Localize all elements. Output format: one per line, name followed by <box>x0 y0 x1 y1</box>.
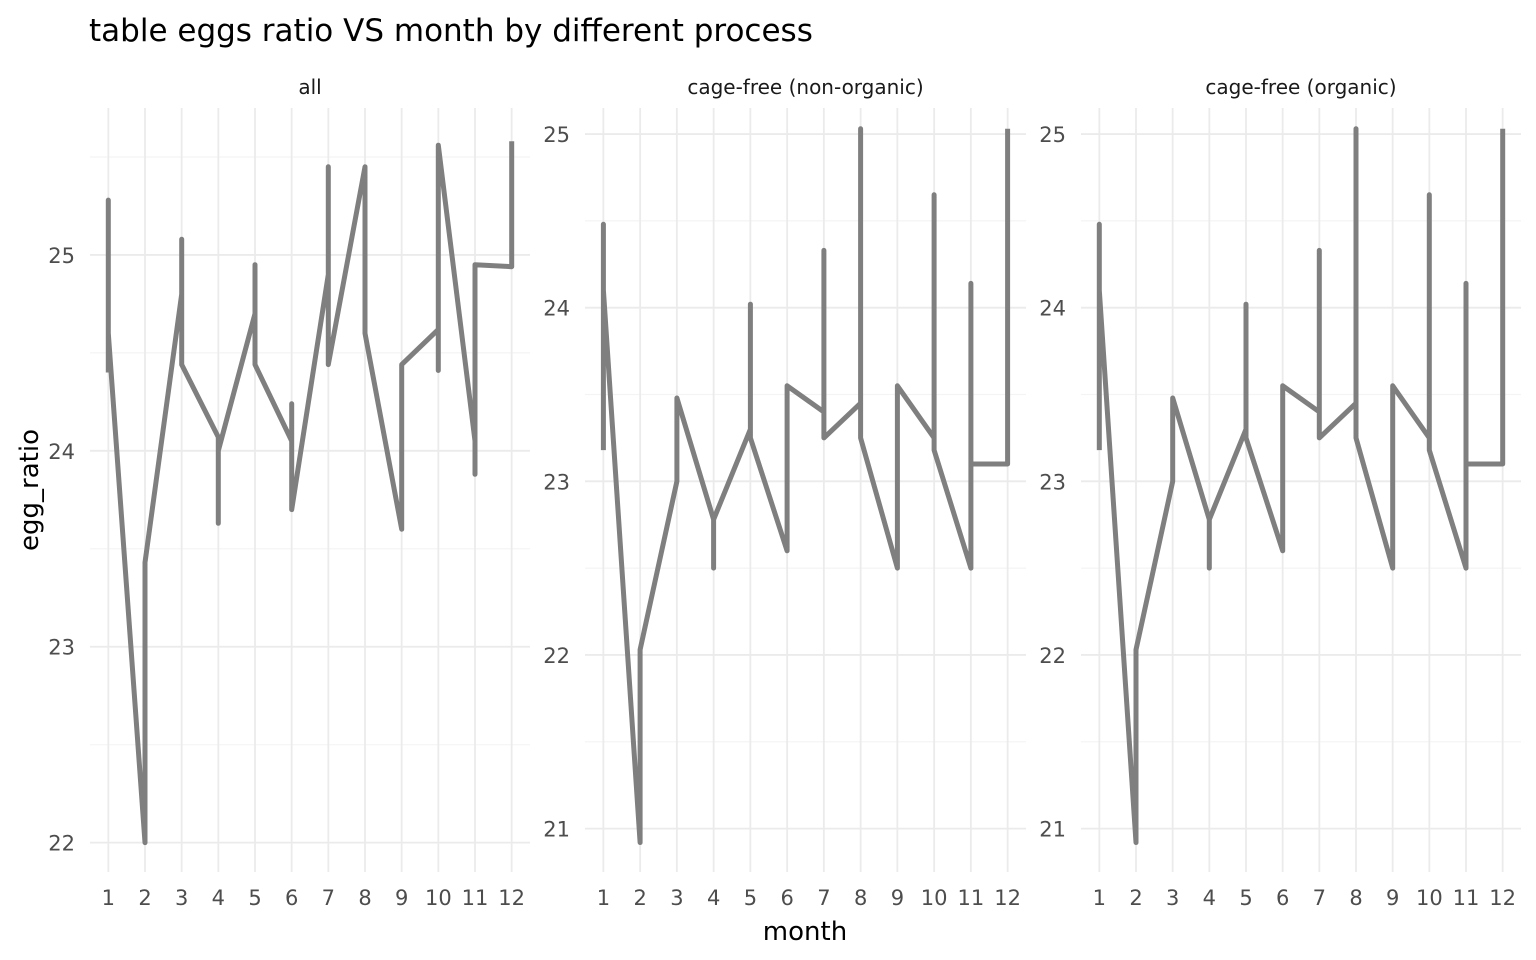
x-tick-label: 8 <box>854 886 867 910</box>
y-tick-label: 22 <box>543 644 570 668</box>
y-tick-label: 22 <box>48 832 75 856</box>
x-tick-label: 3 <box>670 886 683 910</box>
series-line <box>105 141 515 846</box>
x-tick-label: 5 <box>1239 886 1252 910</box>
x-tick-label: 11 <box>958 886 985 910</box>
x-tick-label: 10 <box>1416 886 1443 910</box>
x-tick-label: 2 <box>633 886 646 910</box>
facet-strip-label: all <box>298 75 321 99</box>
y-tick-label: 24 <box>1039 297 1066 321</box>
x-tick-label: 2 <box>1129 886 1142 910</box>
y-tick-label: 25 <box>48 244 75 268</box>
x-tick-label: 8 <box>1349 886 1362 910</box>
x-tick-label: 4 <box>1203 886 1216 910</box>
x-tick-label: 8 <box>358 886 371 910</box>
x-tick-label: 3 <box>175 886 188 910</box>
x-tick-label: 7 <box>322 886 335 910</box>
y-tick-label: 23 <box>543 470 570 494</box>
x-tick-label: 1 <box>597 886 610 910</box>
chart-title: table eggs ratio VS month by different p… <box>89 13 813 49</box>
y-tick-label: 25 <box>1039 123 1066 147</box>
facet-strip-label: cage-free (non-organic) <box>687 75 923 99</box>
x-tick-label: 3 <box>1166 886 1179 910</box>
x-tick-label: 9 <box>1386 886 1399 910</box>
x-tick-label: 10 <box>425 886 452 910</box>
y-tick-label: 23 <box>1039 470 1066 494</box>
y-tick-label: 23 <box>48 636 75 660</box>
y-tick-label: 21 <box>543 818 570 842</box>
x-tick-label: 11 <box>1453 886 1480 910</box>
y-tick-label: 22 <box>1039 644 1066 668</box>
x-tick-label: 11 <box>462 886 489 910</box>
y-tick-label: 24 <box>543 297 570 321</box>
x-tick-label: 7 <box>817 886 830 910</box>
x-tick-label: 5 <box>744 886 757 910</box>
x-tick-label: 1 <box>102 886 115 910</box>
x-axis-title: month <box>763 917 847 947</box>
x-tick-label: 1 <box>1093 886 1106 910</box>
x-tick-label: 6 <box>780 886 793 910</box>
x-tick-label: 10 <box>921 886 948 910</box>
series-line <box>600 126 1011 845</box>
x-tick-label: 4 <box>212 886 225 910</box>
y-tick-label: 24 <box>48 440 75 464</box>
x-tick-label: 5 <box>248 886 261 910</box>
x-tick-label: 2 <box>138 886 151 910</box>
x-tick-label: 6 <box>1276 886 1289 910</box>
y-tick-label: 25 <box>543 123 570 147</box>
y-tick-label: 21 <box>1039 818 1066 842</box>
series-line <box>1096 126 1506 845</box>
x-tick-label: 6 <box>285 886 298 910</box>
x-tick-label: 4 <box>707 886 720 910</box>
facet-strip-label: cage-free (organic) <box>1205 75 1396 99</box>
x-tick-label: 12 <box>498 886 525 910</box>
y-axis-title: egg_ratio <box>15 429 45 551</box>
x-tick-label: 7 <box>1313 886 1326 910</box>
x-tick-label: 12 <box>994 886 1021 910</box>
x-tick-label: 9 <box>891 886 904 910</box>
x-tick-label: 12 <box>1489 886 1516 910</box>
x-tick-label: 9 <box>395 886 408 910</box>
